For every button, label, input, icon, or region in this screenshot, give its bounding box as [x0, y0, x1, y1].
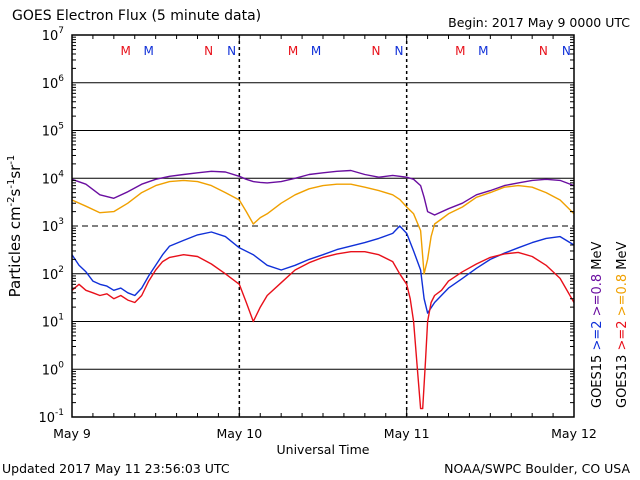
- mn-marker: N: [204, 44, 213, 58]
- updated-timestamp: Updated 2017 May 11 23:56:03 UTC: [2, 461, 230, 476]
- y-tick-label: 106: [42, 74, 65, 92]
- chart-title: GOES Electron Flux (5 minute data): [12, 8, 262, 24]
- series-line: [71, 250, 575, 410]
- credit-text: NOAA/SWPC Boulder, CO USA: [444, 461, 630, 476]
- y-tick-label: 105: [42, 122, 64, 140]
- mn-marker: M: [288, 44, 298, 58]
- grid-layer: [72, 35, 574, 417]
- series-layer: [71, 169, 575, 410]
- mn-marker: N: [371, 44, 380, 58]
- x-tick-label: May 12: [551, 426, 597, 441]
- mn-marker: M: [478, 44, 488, 58]
- x-axis-title: Universal Time: [277, 442, 370, 457]
- y-tick-label: 107: [42, 26, 64, 44]
- mn-marker: N: [562, 44, 571, 58]
- x-tick-label: May 9: [53, 426, 91, 441]
- legend-goes13: GOES13 >=2 >=0.8 MeV: [615, 242, 630, 408]
- y-tick-label: 103: [42, 217, 64, 235]
- y-tick-label: 104: [42, 169, 65, 187]
- mn-marker: M: [455, 44, 465, 58]
- begin-date: Begin: 2017 May 9 0000 UTC: [448, 15, 630, 30]
- series-line: [71, 169, 575, 216]
- legend-goes15: GOES15 >=2 >=0.8 MeV: [590, 242, 605, 408]
- mn-marker: N: [539, 44, 548, 58]
- series-line: [71, 179, 575, 275]
- mn-marker: M: [311, 44, 321, 58]
- mn-marker: M: [121, 44, 131, 58]
- axis-layer: [71, 34, 575, 418]
- mn-marker: N: [395, 44, 404, 58]
- mn-marker: N: [227, 44, 236, 58]
- series-line: [71, 225, 575, 314]
- y-axis-title: Particles cm-2s-1sr-1: [6, 155, 24, 298]
- mn-marker: M: [144, 44, 154, 58]
- y-tick-label: 100: [42, 360, 65, 378]
- x-tick-label: May 10: [216, 426, 262, 441]
- y-tick-label: 101: [42, 313, 64, 331]
- x-tick-label: May 11: [384, 426, 430, 441]
- y-tick-label: 10-1: [38, 408, 64, 426]
- y-tick-label: 102: [42, 265, 64, 283]
